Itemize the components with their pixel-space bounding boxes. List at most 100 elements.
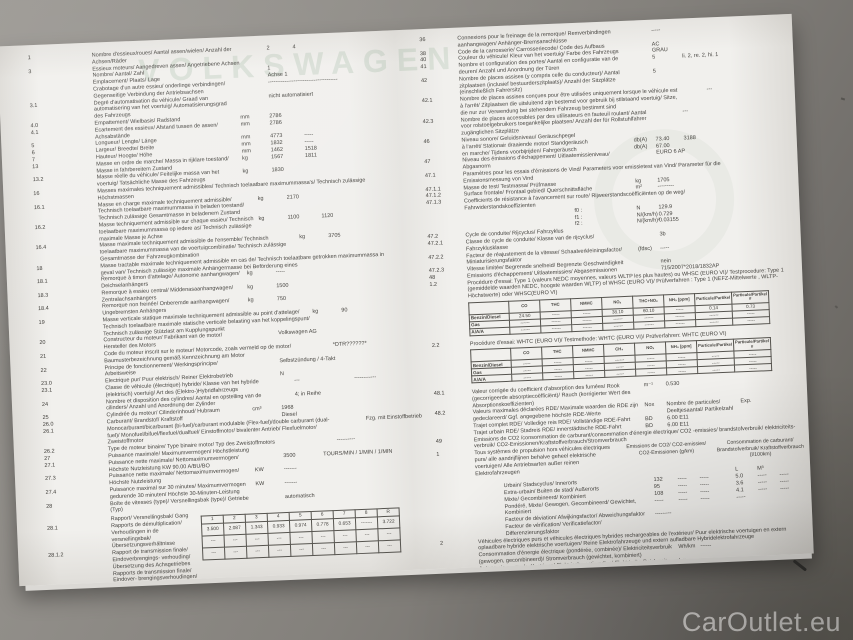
table-cell: ----- — [697, 365, 735, 374]
row-value: 1100 — [287, 214, 300, 221]
row-value: 750 — [276, 296, 287, 303]
row-value: 2170 — [286, 193, 300, 201]
table-cell: --- — [224, 546, 247, 560]
row-number: 21 — [39, 353, 47, 361]
table-cell: A/A/A — [471, 374, 512, 383]
row-number: 1 — [436, 451, 440, 459]
table-cell: --- — [223, 534, 247, 548]
row-value: ------- — [284, 479, 298, 487]
row-value: ----- — [651, 27, 661, 34]
row-value — [781, 505, 801, 506]
row-value: automatisch — [284, 492, 315, 500]
row-value: 1567 — [270, 153, 284, 161]
row-number: 28.1 — [46, 525, 58, 532]
gear-ratio-section: Rapport/ Versnellingsbak/ Gang 28.1 Rappor… — [47, 503, 442, 586]
row-unit: db(A) — [633, 143, 648, 151]
row-unit: m⁻¹ — [643, 381, 654, 389]
row-number: 13 — [32, 163, 39, 170]
row-number: 3.1 — [29, 102, 38, 109]
row-value — [679, 509, 701, 510]
row-value: ------ — [700, 542, 712, 550]
row-number: 47.2.1 — [427, 240, 444, 247]
row-number: 19 — [38, 319, 45, 327]
row-number: 48.2 — [434, 410, 446, 418]
row-value: 1500 — [276, 282, 289, 290]
table-cell: --- — [355, 529, 379, 542]
row-unit — [630, 48, 652, 49]
row-value: 2 — [266, 45, 270, 52]
row-unit: kg — [247, 297, 254, 304]
row-value: ----- — [659, 244, 670, 252]
row-value: 3b — [659, 231, 666, 238]
row-unit — [630, 41, 652, 42]
row-value: 4 — [292, 44, 296, 51]
row-value: ----- — [275, 269, 286, 276]
row-value: 5 — [652, 54, 656, 61]
gear-ratio-table: 1 2 3 4 5 6 7 8 R 3.500 2.087 1.343 0.933 0.974 0.778 0… — [201, 508, 402, 561]
row-value: 3705 — [328, 232, 341, 240]
row-unit — [256, 494, 285, 495]
row-number: 27.3 — [44, 475, 56, 483]
surface-speck — [834, 305, 839, 309]
row-number: 48.1 — [433, 390, 445, 397]
co2-emissions-header: Emissions de CO2/ CO2-emissies/ CO2-Emis… — [626, 441, 707, 457]
row-value: 0.530 — [665, 380, 680, 388]
row-number — [47, 516, 111, 519]
row-value: 1811 — [304, 152, 317, 159]
row-value: *DTR??????* — [332, 340, 367, 349]
row-value: 1120 — [321, 212, 334, 220]
table-cell: ------ — [571, 323, 603, 332]
row-number: 24 — [41, 401, 49, 408]
row-unit — [237, 45, 266, 46]
row-number: 42.1 — [421, 97, 433, 105]
table-cell: --- — [267, 532, 291, 546]
row-value: 4; in Reihe — [294, 390, 322, 398]
table-cell: --- — [202, 535, 225, 549]
row-unit — [337, 416, 366, 417]
row-unit — [685, 87, 707, 88]
table-cell: ----- — [666, 366, 698, 375]
coc-paper: VOLKSWAGEN 1 Nombre d'essieux/roues/ Aant… — [0, 13, 814, 587]
row-unit: Nox — [644, 402, 655, 409]
row-number: 28.1.2 — [48, 552, 64, 560]
table-cell: 0.974 — [289, 519, 312, 533]
row-number: 47.2.2 — [428, 253, 444, 261]
row-unit: Wh/km — [678, 543, 696, 551]
row-unit: cm³ — [252, 406, 262, 413]
row-unit: (fdsc) — [637, 245, 652, 252]
row-number: 42.3 — [422, 118, 434, 125]
row-unit: km/h — [260, 584, 289, 586]
row-number: 16.4 — [35, 245, 47, 252]
row-unit — [251, 371, 280, 372]
row-unit — [239, 93, 268, 94]
row-number: 18.1 — [36, 278, 48, 286]
row-unit: kg — [312, 308, 319, 315]
row-value — [737, 507, 759, 508]
row-value: Volkswagen AG — [278, 329, 317, 337]
table-cell: 0.778 — [311, 518, 334, 532]
row-number: 41 — [420, 64, 427, 71]
fuel-consumption-header: Consommation de carburant/ Brandstofverb… — [716, 437, 805, 459]
row-value: ----- — [678, 496, 688, 503]
table-cell: --- — [334, 541, 357, 555]
row-unit: KW — [254, 467, 264, 474]
row-number: 28 — [46, 503, 53, 510]
table-cell: --- — [312, 542, 335, 556]
row-number: 47.1 — [424, 172, 436, 180]
row-number: 18.3 — [37, 292, 49, 299]
gear-label-stack: Rapport/ Versnellingsbak/ Gang 28.1 Rappor… — [47, 513, 204, 586]
table-cell: 0.933 — [267, 520, 290, 534]
row-unit — [639, 259, 661, 260]
table-cell: --- — [377, 528, 401, 542]
table-cell: 3.500 — [201, 523, 224, 537]
table-cell: ------ — [695, 317, 733, 327]
row-number: 18.4 — [37, 306, 49, 313]
table-cell: --- — [378, 540, 401, 553]
row-unit — [304, 342, 333, 343]
right-column: 36 Connexions pour le freinage de la remo… — [419, 22, 811, 574]
table-cell: ------ — [509, 325, 541, 334]
table-cell: 3.722 — [377, 516, 400, 530]
row-value: Exp. — [740, 398, 752, 405]
row-number: 16 — [33, 190, 40, 198]
row-number: 36 — [419, 36, 426, 44]
